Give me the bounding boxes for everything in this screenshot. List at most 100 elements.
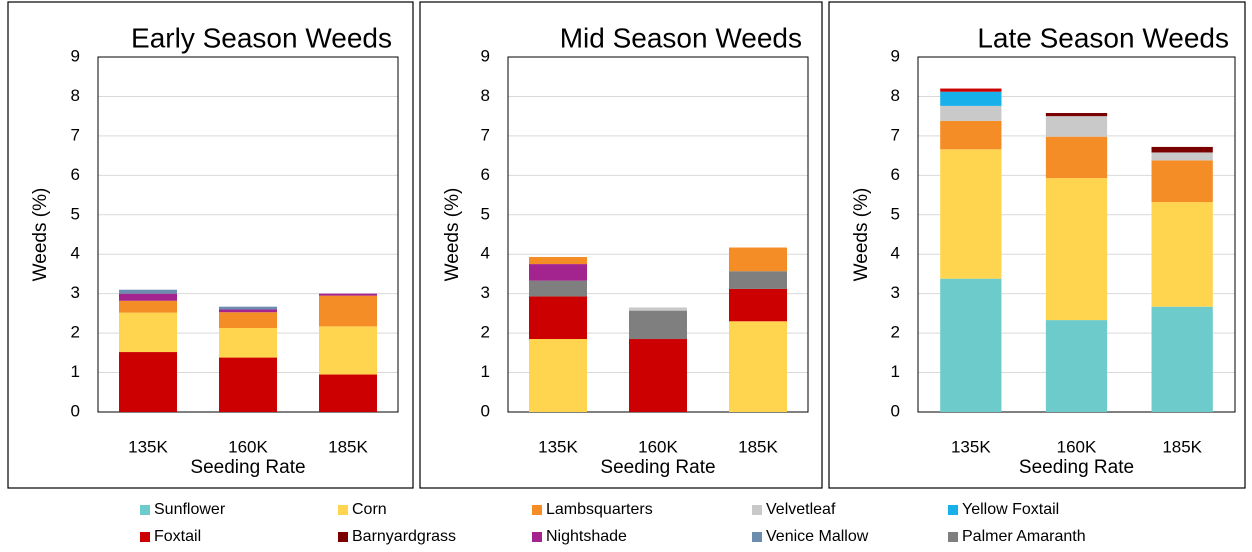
- y-tick-label: 0: [891, 401, 900, 420]
- bar-segment: [940, 105, 1002, 121]
- x-axis-label: Seeding Rate: [1019, 457, 1134, 478]
- bar-segment: [319, 374, 377, 412]
- y-tick-label: 2: [891, 323, 900, 342]
- bar-segment: [1045, 113, 1108, 117]
- bar-segment: [940, 91, 1002, 106]
- chart-title: Mid Season Weeds: [560, 22, 802, 53]
- y-tick-label: 2: [481, 323, 490, 342]
- x-axis-label: Seeding Rate: [600, 457, 715, 478]
- y-tick-label: 8: [481, 86, 490, 105]
- panel-border: [419, 1, 823, 489]
- y-tick-label: 3: [891, 283, 900, 302]
- bar-segment: [1151, 202, 1213, 307]
- bar-segment: [119, 312, 177, 353]
- y-axis-label: Weeds (%): [851, 188, 872, 282]
- x-tick-label: 135K: [951, 437, 991, 456]
- y-tick-label: 0: [71, 401, 80, 420]
- y-tick-label: 7: [891, 125, 900, 144]
- x-tick-label: 185K: [738, 437, 778, 456]
- y-tick-label: 1: [71, 362, 80, 381]
- legend-swatch: [948, 505, 958, 515]
- bar-segment: [529, 296, 587, 340]
- bar-segment: [219, 327, 277, 358]
- bar-segment: [319, 293, 377, 296]
- legend-swatch: [338, 505, 348, 515]
- y-tick-label: 6: [481, 165, 490, 184]
- y-tick-label: 4: [481, 244, 490, 263]
- legend-label: Lambsquarters: [546, 501, 653, 518]
- bar-segment: [729, 321, 787, 412]
- bar-segment: [940, 278, 1002, 412]
- bar-segment: [529, 256, 587, 265]
- legend-label: Barnyardgrass: [352, 528, 456, 545]
- y-tick-label: 3: [71, 283, 80, 302]
- y-axis-label: Weeds (%): [442, 188, 463, 282]
- legend-label: Foxtail: [154, 528, 201, 545]
- legend-swatch: [140, 532, 150, 542]
- bar-segment: [1045, 178, 1108, 321]
- y-tick-label: 5: [891, 204, 900, 223]
- bar-segment: [119, 293, 177, 301]
- legend-swatch: [752, 505, 762, 515]
- y-tick-label: 6: [891, 165, 900, 184]
- y-tick-label: 7: [481, 125, 490, 144]
- bar-segment: [629, 310, 687, 340]
- legend-label: Palmer Amaranth: [962, 528, 1086, 545]
- x-tick-label: 135K: [128, 437, 168, 456]
- legend-label: Nightshade: [546, 528, 627, 545]
- bar-segment: [219, 306, 277, 310]
- bar-segment: [729, 271, 787, 289]
- y-tick-label: 9: [481, 46, 490, 65]
- x-tick-label: 160K: [1057, 437, 1097, 456]
- bar-segment: [629, 339, 687, 412]
- y-tick-label: 8: [71, 86, 80, 105]
- x-tick-label: 185K: [328, 437, 368, 456]
- x-tick-label: 185K: [1162, 437, 1202, 456]
- chart-title: Late Season Weeds: [977, 22, 1229, 53]
- x-tick-label: 135K: [538, 437, 578, 456]
- y-tick-label: 7: [71, 125, 80, 144]
- y-tick-label: 2: [71, 323, 80, 342]
- bar-segment: [219, 309, 277, 313]
- x-tick-label: 160K: [228, 437, 268, 456]
- bar-segment: [1045, 320, 1108, 412]
- bar-segment: [529, 280, 587, 297]
- bar-segment: [940, 88, 1002, 92]
- bar-segment: [1151, 152, 1213, 161]
- y-tick-label: 9: [71, 46, 80, 65]
- y-tick-label: 1: [481, 362, 490, 381]
- bar-segment: [119, 300, 177, 313]
- legend-label: Sunflower: [154, 501, 226, 518]
- legend-swatch: [752, 532, 762, 542]
- legend-swatch: [338, 532, 348, 542]
- y-tick-label: 6: [71, 165, 80, 184]
- bar-segment: [1045, 136, 1108, 179]
- legend-swatch: [532, 532, 542, 542]
- y-tick-label: 5: [71, 204, 80, 223]
- bar-segment: [729, 247, 787, 272]
- y-tick-label: 3: [481, 283, 490, 302]
- bar-segment: [219, 357, 277, 412]
- y-tick-label: 1: [891, 362, 900, 381]
- legend-swatch: [532, 505, 542, 515]
- bar-segment: [729, 288, 787, 322]
- bar-segment: [629, 307, 687, 311]
- y-tick-label: 8: [891, 86, 900, 105]
- bar-segment: [940, 120, 1002, 150]
- x-tick-label: 160K: [638, 437, 678, 456]
- bar-segment: [319, 326, 377, 375]
- bar-segment: [529, 264, 587, 281]
- bar-segment: [119, 289, 177, 294]
- bar-segment: [940, 149, 1002, 279]
- bar-segment: [1151, 160, 1213, 203]
- bar-segment: [1045, 116, 1108, 137]
- chart-title: Early Season Weeds: [131, 22, 392, 53]
- y-tick-label: 9: [891, 46, 900, 65]
- legend-swatch: [948, 532, 958, 542]
- y-axis-label: Weeds (%): [30, 188, 51, 282]
- bar-segment: [219, 312, 277, 328]
- legend-label: Velvetleaf: [766, 501, 836, 518]
- y-tick-label: 5: [481, 204, 490, 223]
- bar-segment: [529, 339, 587, 412]
